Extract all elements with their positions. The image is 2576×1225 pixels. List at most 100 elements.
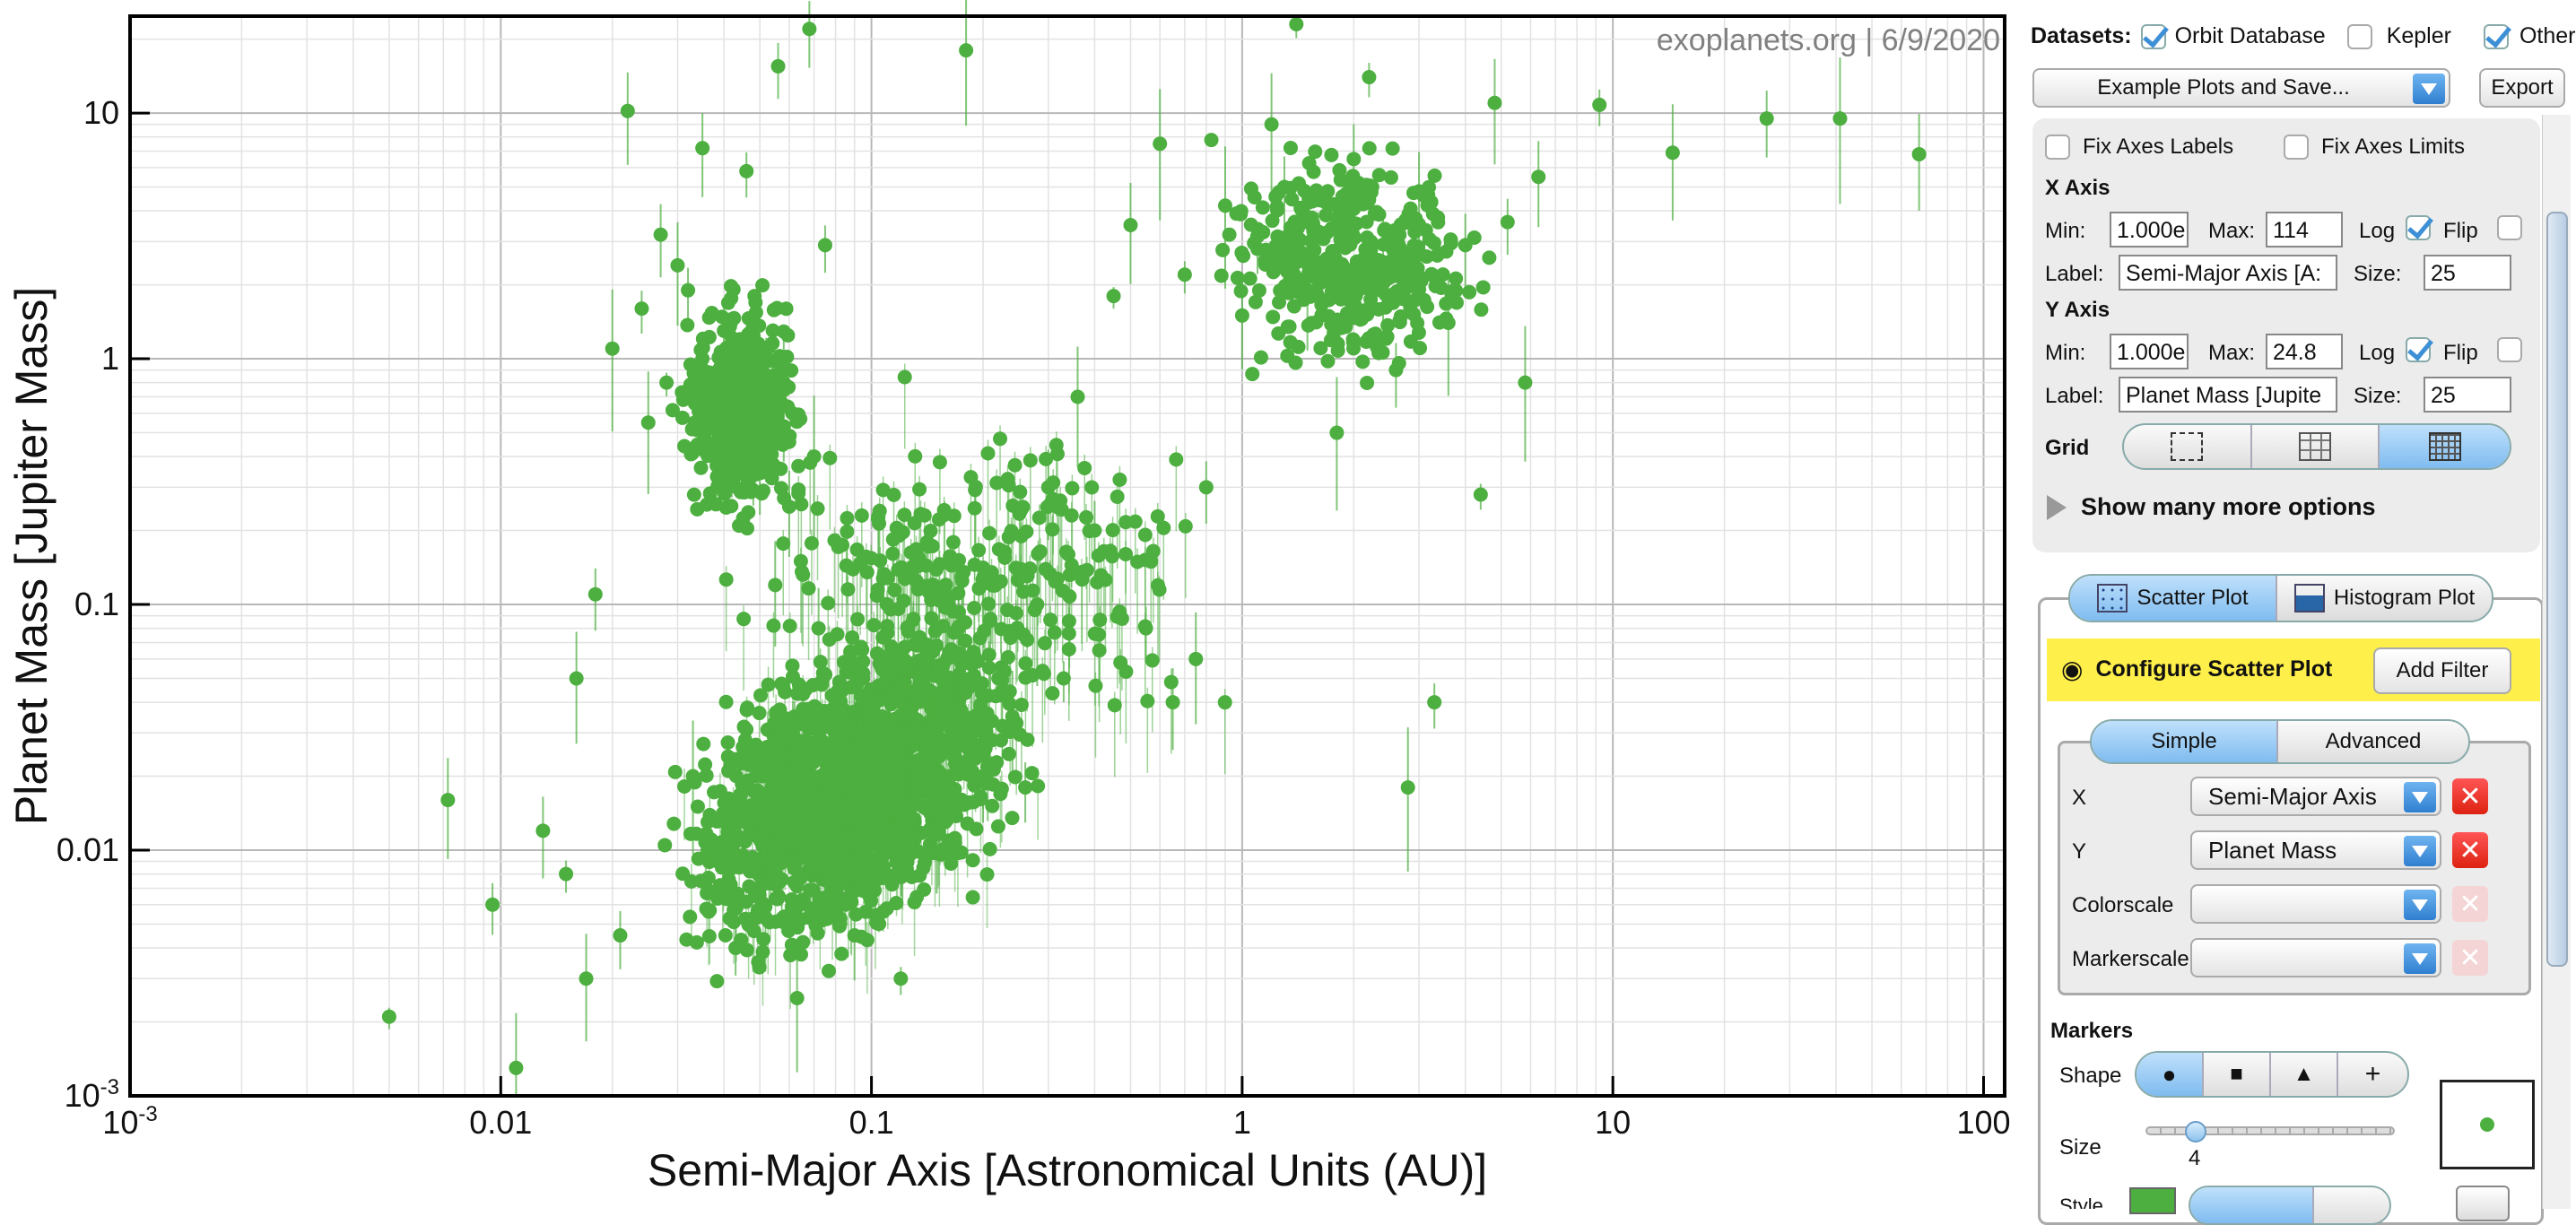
marker-style-open[interactable] [2314, 1187, 2389, 1223]
data-point [1001, 746, 1016, 761]
x-flip-checkbox[interactable] [2497, 215, 2522, 240]
data-point [893, 971, 909, 986]
data-point [897, 369, 912, 385]
data-point [1279, 284, 1294, 300]
data-point [724, 375, 739, 390]
example-plots-label: Example Plots and Save... [2097, 75, 2350, 100]
grid-major-icon [2299, 432, 2331, 461]
data-point [1443, 232, 1458, 248]
tab-advanced[interactable]: Advanced [2325, 729, 2422, 753]
data-point [804, 535, 819, 551]
markerscale-dropdown[interactable] [2190, 938, 2441, 977]
grid-minor-option[interactable] [2380, 425, 2510, 468]
data-point [1249, 229, 1265, 244]
data-point [743, 864, 758, 879]
panel-scrollbar[interactable] [2542, 115, 2571, 1209]
edit-style-button[interactable] [2456, 1186, 2510, 1221]
other-checkbox[interactable] [2483, 23, 2509, 49]
grid-selector[interactable] [2122, 423, 2511, 470]
grid-major-option[interactable] [2252, 425, 2380, 468]
disclosure-triangle-icon[interactable] [2047, 494, 2067, 520]
data-point [979, 867, 995, 882]
add-filter-button[interactable]: Add Filter [2373, 647, 2511, 694]
data-point [721, 763, 736, 778]
histogram-tab-label: Histogram Plot [2333, 586, 2476, 610]
remove-y-variable-icon[interactable]: ✕ [2452, 832, 2488, 868]
x-axis-title: X Axis [2045, 176, 2110, 200]
x-log-checkbox[interactable] [2406, 215, 2431, 240]
example-plots-dropdown[interactable]: Example Plots and Save... [2032, 68, 2450, 108]
x-size-input[interactable]: 25 [2424, 255, 2511, 291]
data-point [875, 571, 891, 586]
data-point [765, 323, 780, 338]
config-mode-tabs[interactable]: Simple Advanced [2090, 719, 2470, 764]
x-min-input[interactable]: 1.000e [2110, 212, 2189, 248]
data-point [796, 567, 811, 582]
grid-none-option[interactable] [2124, 425, 2252, 468]
fix-axes-limits-checkbox[interactable] [2284, 135, 2309, 160]
y-max-input[interactable]: 24.8 [2266, 334, 2343, 369]
data-point [848, 769, 863, 785]
colorscale-dropdown[interactable] [2190, 884, 2441, 924]
data-point [947, 781, 962, 796]
triangle-shape-icon[interactable]: ▲ [2271, 1053, 2339, 1096]
marker-shape-selector[interactable]: ● ■ ▲ + [2135, 1051, 2409, 1098]
circle-shape-icon[interactable]: ● [2137, 1053, 2205, 1096]
data-point [736, 612, 752, 627]
data-point [764, 471, 779, 486]
data-point [1411, 267, 1426, 282]
y-size-input[interactable]: 25 [2424, 377, 2511, 413]
scatter-plot[interactable]: 10-3 0.01 0.1 1 10 100 10-3 0.01 0.1 1 10 Semi-Majo… [0, 0, 2018, 1209]
data-point [945, 534, 961, 550]
data-point [941, 673, 956, 689]
data-point [869, 729, 884, 744]
data-point [801, 843, 816, 858]
data-point [714, 478, 729, 493]
remove-markerscale-icon: ✕ [2452, 940, 2488, 976]
x-label-input[interactable]: Semi-Major Axis [A: [2119, 255, 2337, 291]
data-point [1088, 678, 1103, 693]
x-max-input[interactable]: 114 [2266, 212, 2343, 248]
data-point [857, 760, 873, 775]
remove-x-variable-icon[interactable]: ✕ [2452, 778, 2488, 814]
data-point [763, 423, 779, 439]
data-point [1371, 345, 1387, 361]
fix-axes-labels-checkbox[interactable] [2045, 135, 2070, 160]
data-point [569, 671, 584, 686]
data-point [1419, 249, 1434, 265]
data-point [736, 484, 752, 500]
tab-scatter-plot[interactable]: Scatter Plot [2070, 576, 2278, 621]
y-flip-checkbox[interactable] [2497, 337, 2522, 362]
export-button[interactable]: Export [2479, 68, 2565, 108]
y-variable-dropdown[interactable]: Planet Mass [2190, 830, 2441, 870]
y-label-input[interactable]: Planet Mass [Jupite [2119, 377, 2337, 413]
data-point [803, 455, 818, 470]
size-slider-track[interactable] [2145, 1126, 2395, 1135]
marker-color-swatch[interactable] [2129, 1187, 2176, 1214]
plus-shape-icon[interactable]: + [2364, 1059, 2381, 1089]
square-shape-icon[interactable]: ■ [2204, 1053, 2272, 1096]
kepler-checkbox[interactable] [2346, 23, 2372, 49]
y-min-input[interactable]: 1.000e [2110, 334, 2189, 369]
size-slider-handle[interactable] [2185, 1121, 2206, 1142]
data-point [971, 543, 987, 558]
marker-style-filled[interactable] [2190, 1187, 2314, 1223]
y-log-checkbox[interactable] [2406, 337, 2431, 362]
plot-type-tabs[interactable]: Scatter Plot Histogram Plot [2068, 574, 2493, 622]
tab-simple[interactable]: Simple [2092, 721, 2279, 762]
data-point [1346, 152, 1362, 167]
x-variable-dropdown[interactable]: Semi-Major Axis [2190, 777, 2441, 816]
orbit-database-checkbox[interactable] [2140, 23, 2166, 49]
data-point [1355, 354, 1371, 369]
data-point [1324, 147, 1339, 162]
marker-style-selector[interactable] [2189, 1186, 2391, 1225]
panel-scrollbar-thumb[interactable] [2546, 212, 2568, 967]
data-point [1379, 329, 1395, 344]
other-label: Other [2519, 23, 2576, 48]
tab-histogram-plot[interactable]: Histogram Plot [2277, 576, 2492, 621]
data-point [1360, 375, 1375, 390]
data-point [824, 702, 840, 717]
data-point [1318, 207, 1334, 222]
show-more-options-link[interactable]: Show many more options [2081, 493, 2376, 520]
data-point [787, 941, 802, 956]
